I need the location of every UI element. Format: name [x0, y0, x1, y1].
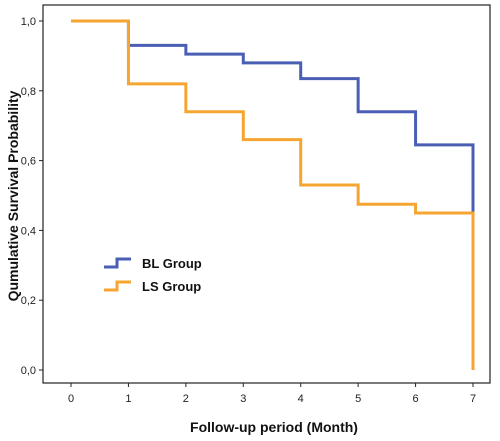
y-tick-label: 0,2 — [21, 295, 36, 307]
y-axis: 0,0 0,2 0,4 0,6 0,8 1,0 — [21, 16, 43, 377]
y-tick-label: 1,0 — [21, 16, 36, 28]
x-axis: 0 1 2 3 4 5 6 7 — [68, 383, 476, 405]
x-axis-title: Follow-up period (Month) — [190, 419, 358, 435]
y-tick-label: 0,0 — [21, 365, 36, 377]
legend: BL Group LS Group — [104, 256, 202, 294]
x-tick-label: 2 — [183, 393, 189, 405]
series-line-bl-group — [71, 19, 475, 213]
legend-symbol-ls-group — [104, 280, 131, 292]
x-tick-label: 5 — [355, 393, 361, 405]
x-tick-label: 4 — [298, 393, 304, 405]
series-line-ls-group — [71, 19, 475, 370]
plot-area — [42, 4, 491, 384]
y-tick-label: 0,8 — [21, 86, 36, 98]
y-axis-title: Qumulative Survival Probability — [5, 90, 21, 301]
x-tick-label: 1 — [125, 393, 131, 405]
legend-label: BL Group — [142, 256, 202, 271]
legend-label: LS Group — [142, 279, 201, 294]
y-tick-label: 0,4 — [21, 225, 36, 237]
series-layer — [71, 19, 475, 370]
x-tick-label: 0 — [68, 393, 74, 405]
x-tick-label: 3 — [240, 393, 246, 405]
y-tick-label: 0,6 — [21, 156, 36, 168]
x-tick-label: 7 — [470, 393, 476, 405]
legend-symbol-bl-group — [104, 257, 131, 269]
x-tick-label: 6 — [413, 393, 419, 405]
